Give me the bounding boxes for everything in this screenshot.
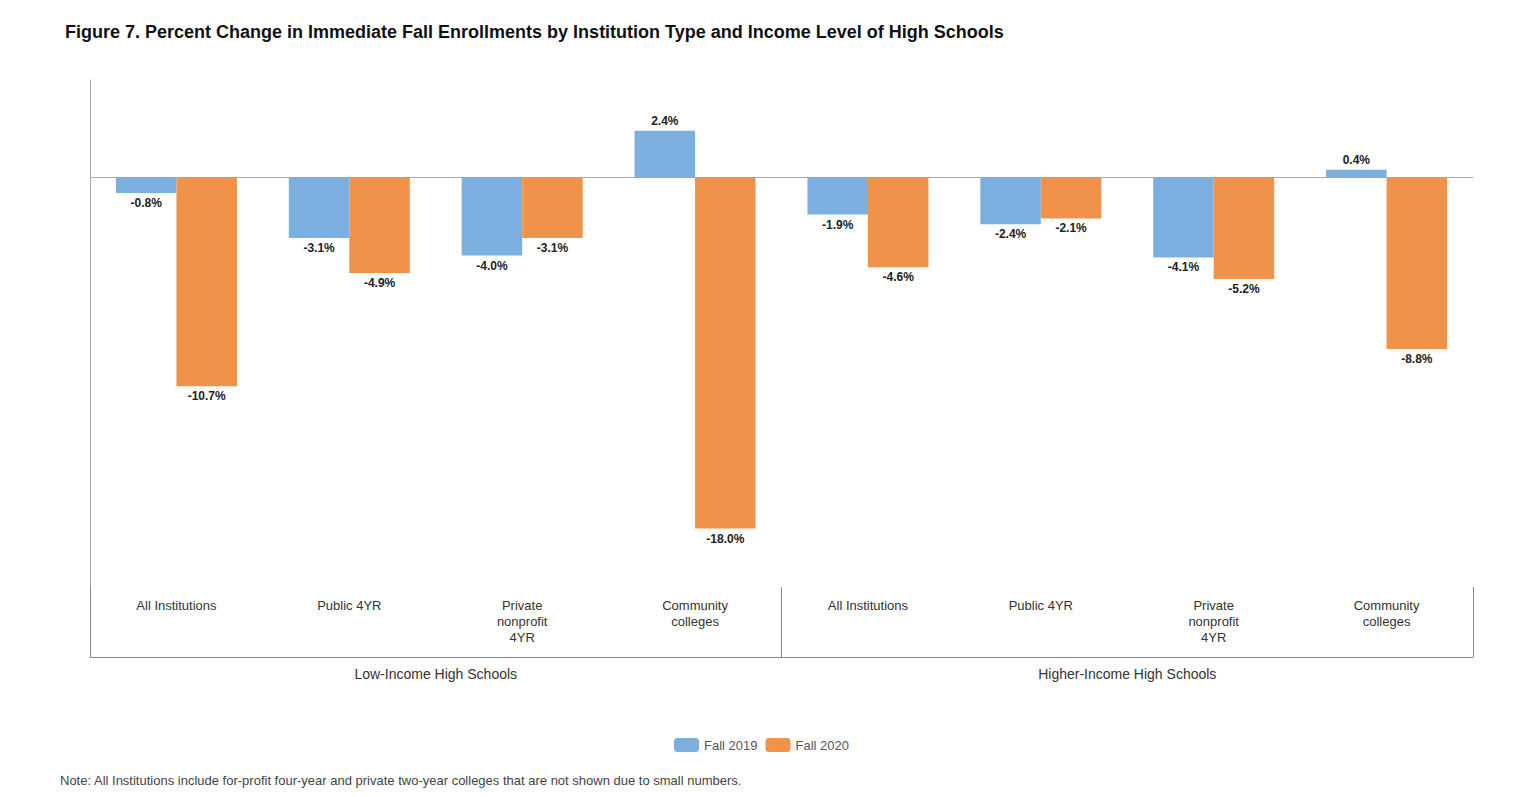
- svg-text:Figure 7. Percent Change in Im: Figure 7. Percent Change in Immediate Fa…: [65, 22, 1004, 42]
- svg-text:Low-Income High Schools: Low-Income High Schools: [354, 666, 517, 682]
- svg-text:colleges: colleges: [671, 614, 719, 629]
- svg-text:2.4%: 2.4%: [651, 114, 679, 128]
- svg-text:-18.0%: -18.0%: [706, 532, 744, 546]
- svg-text:Fall 2020: Fall 2020: [796, 738, 849, 753]
- svg-text:All Institutions: All Institutions: [828, 598, 909, 613]
- svg-text:-4.0%: -4.0%: [476, 259, 508, 273]
- svg-text:Community: Community: [1354, 598, 1420, 613]
- svg-text:All Institutions: All Institutions: [136, 598, 217, 613]
- svg-text:-4.1%: -4.1%: [1168, 260, 1200, 274]
- svg-text:Public 4YR: Public 4YR: [317, 598, 381, 613]
- svg-text:-8.8%: -8.8%: [1401, 352, 1433, 366]
- svg-text:-3.1%: -3.1%: [303, 241, 335, 255]
- svg-text:0.4%: 0.4%: [1343, 153, 1371, 167]
- svg-text:Private: Private: [1193, 598, 1233, 613]
- svg-text:Community: Community: [662, 598, 728, 613]
- svg-text:4YR: 4YR: [510, 630, 535, 645]
- svg-text:-3.1%: -3.1%: [537, 241, 569, 255]
- svg-text:nonprofit: nonprofit: [497, 614, 548, 629]
- svg-text:nonprofit: nonprofit: [1188, 614, 1239, 629]
- svg-text:-0.8%: -0.8%: [131, 196, 163, 210]
- svg-text:Note: All Institutions include: Note: All Institutions include for-profi…: [60, 773, 741, 788]
- svg-text:-5.2%: -5.2%: [1228, 282, 1260, 296]
- svg-text:-2.4%: -2.4%: [995, 227, 1027, 241]
- svg-text:-1.9%: -1.9%: [822, 218, 854, 232]
- svg-text:-2.1%: -2.1%: [1055, 221, 1087, 235]
- svg-text:-10.7%: -10.7%: [188, 389, 226, 403]
- svg-text:Private: Private: [502, 598, 542, 613]
- svg-text:-4.9%: -4.9%: [364, 276, 396, 290]
- svg-text:Fall 2019: Fall 2019: [704, 738, 757, 753]
- svg-text:-4.6%: -4.6%: [883, 270, 915, 284]
- svg-text:Public 4YR: Public 4YR: [1009, 598, 1073, 613]
- svg-text:Higher-Income High Schools: Higher-Income High Schools: [1038, 666, 1216, 682]
- svg-text:4YR: 4YR: [1201, 630, 1226, 645]
- svg-text:colleges: colleges: [1363, 614, 1411, 629]
